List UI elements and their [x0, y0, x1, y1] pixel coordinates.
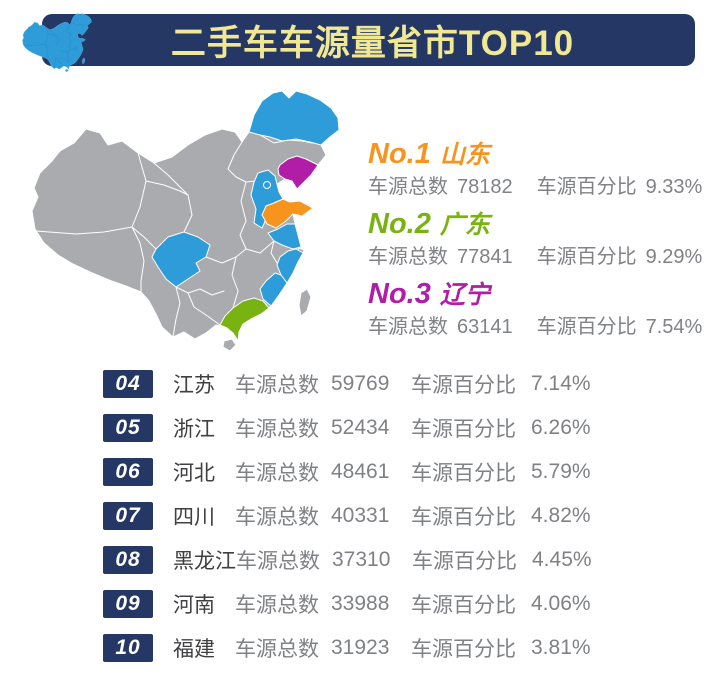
- top3-entry: No.1 山东 车源总数 78182 车源百分比 9.33%: [368, 138, 716, 199]
- percent-value: 4.06%: [531, 592, 591, 615]
- province-liaoning: [277, 155, 319, 190]
- province-name: 黑龙江: [173, 550, 236, 573]
- province-name: 浙江: [173, 418, 215, 441]
- total-label: 车源总数: [368, 316, 448, 338]
- rank-badge: 10: [103, 634, 153, 662]
- rank-badge: 09: [103, 590, 153, 618]
- percent-value: 6.26%: [531, 416, 591, 439]
- province-name: 福建: [173, 638, 215, 661]
- percent-value: 4.45%: [532, 548, 592, 571]
- percent-label: 车源百分比: [411, 374, 516, 397]
- province-fujian: [259, 272, 288, 307]
- total-value: 33988: [331, 592, 390, 615]
- province-heilongjiang: [248, 90, 340, 146]
- list-item: 06 河北 车源总数 48461 车源百分比 5.79%: [103, 458, 592, 486]
- rank-label: No.1: [368, 138, 431, 170]
- list-item: 09 河南 车源总数 33988 车源百分比 4.06%: [103, 590, 592, 618]
- rank-badge: 06: [103, 458, 153, 486]
- percent-label: 车源百分比: [412, 550, 517, 573]
- percent-label: 车源百分比: [536, 316, 637, 338]
- beijing-border: [263, 181, 271, 189]
- rank-badge: 05: [103, 414, 153, 442]
- province-name: 四川: [173, 506, 215, 529]
- list-item: 08 黑龙江 车源总数 37310 车源百分比 4.45%: [103, 546, 592, 574]
- percent-value: 9.33%: [645, 176, 703, 198]
- percent-label: 车源百分比: [411, 462, 516, 485]
- list-item: 07 四川 车源总数 40331 车源百分比 4.82%: [103, 502, 592, 530]
- list-item: 10 福建 车源总数 31923 车源百分比 3.81%: [103, 634, 592, 662]
- percent-label: 车源百分比: [411, 506, 516, 529]
- top3-entry: No.3 辽宁 车源总数 63141 车源百分比 7.54%: [368, 278, 716, 339]
- rank-badge: 08: [103, 546, 153, 574]
- total-label: 车源总数: [368, 176, 448, 198]
- total-value: 78182: [457, 176, 513, 198]
- total-value: 63141: [457, 316, 513, 338]
- total-value: 37310: [332, 548, 391, 571]
- total-value: 40331: [331, 504, 390, 527]
- rank-label: No.3: [368, 278, 431, 310]
- total-value: 59769: [331, 372, 390, 395]
- top3-stats: 车源总数 77841 车源百分比 9.29%: [368, 245, 716, 269]
- total-label: 车源总数: [235, 418, 319, 441]
- top3-heading: No.2 广东: [368, 208, 716, 241]
- percent-value: 7.54%: [645, 316, 703, 338]
- percent-label: 车源百分比: [411, 594, 516, 617]
- percent-label: 车源百分比: [411, 418, 516, 441]
- province-guangdong: [219, 297, 270, 342]
- percent-label: 车源百分比: [411, 638, 516, 661]
- list-item: 04 江苏 车源总数 59769 车源百分比 7.14%: [103, 370, 592, 398]
- total-label: 车源总数: [235, 506, 319, 529]
- list-item: 05 浙江 车源总数 52434 车源百分比 6.26%: [103, 414, 592, 442]
- top3-stats: 车源总数 78182 车源百分比 9.33%: [368, 175, 716, 199]
- rank-label: No.2: [368, 208, 431, 240]
- percent-value: 4.82%: [531, 504, 591, 527]
- total-label: 车源总数: [235, 594, 319, 617]
- rank-list: 04 江苏 车源总数 59769 车源百分比 7.14% 05 浙江 车源总数 …: [103, 370, 592, 678]
- total-label: 车源总数: [235, 638, 319, 661]
- top3-stats: 车源总数 63141 车源百分比 7.54%: [368, 315, 716, 339]
- total-label: 车源总数: [235, 462, 319, 485]
- total-value: 77841: [457, 246, 513, 268]
- total-label: 车源总数: [236, 550, 320, 573]
- total-label: 车源总数: [235, 374, 319, 397]
- top3-heading: No.3 辽宁: [368, 278, 716, 311]
- china-map-icon: [22, 13, 92, 73]
- total-value: 31923: [331, 636, 390, 659]
- total-value: 48461: [331, 460, 390, 483]
- title-bar: 二手车车源量省市TOP10: [42, 14, 695, 66]
- total-label: 车源总数: [368, 246, 448, 268]
- province-sichuan: [151, 231, 211, 288]
- province-shandong: [261, 198, 314, 229]
- top3-entry: No.2 广东 车源总数 77841 车源百分比 9.29%: [368, 208, 716, 269]
- china-map: [31, 90, 340, 352]
- china-outline-icon: [22, 13, 92, 70]
- percent-value: 9.29%: [645, 246, 703, 268]
- percent-label: 车源百分比: [536, 246, 637, 268]
- province-name: 河北: [173, 462, 215, 485]
- rank-badge: 04: [103, 370, 153, 398]
- province-name: 江苏: [173, 374, 215, 397]
- percent-value: 3.81%: [531, 636, 591, 659]
- percent-value: 5.79%: [531, 460, 591, 483]
- total-value: 52434: [331, 416, 390, 439]
- province-name: 山东: [439, 141, 490, 169]
- percent-label: 车源百分比: [536, 176, 637, 198]
- province-name: 辽宁: [439, 281, 490, 309]
- rank-badge: 07: [103, 502, 153, 530]
- province-name: 广东: [439, 211, 490, 239]
- top3-panel: No.1 山东 车源总数 78182 车源百分比 9.33% No.2 广东 车源总数 77…: [368, 138, 716, 348]
- percent-value: 7.14%: [531, 372, 591, 395]
- page-title: 二手车车源量省市TOP10: [170, 23, 575, 63]
- top3-heading: No.1 山东: [368, 138, 716, 171]
- province-jiangsu: [267, 223, 302, 250]
- province-name: 河南: [173, 594, 215, 617]
